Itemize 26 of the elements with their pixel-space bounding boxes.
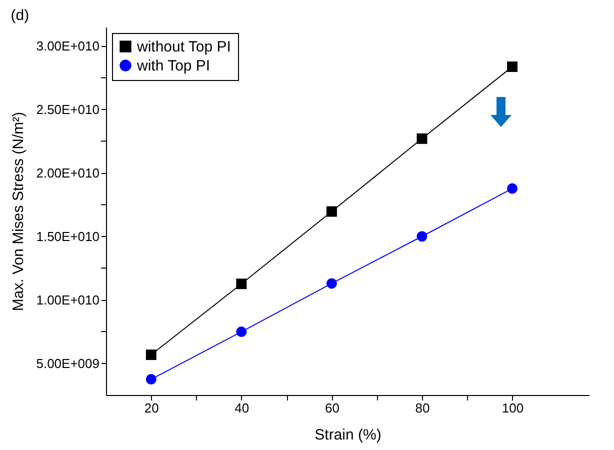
- point: [326, 278, 337, 289]
- y-tick-label: 1.00E+010: [36, 292, 100, 308]
- y-tick-label: 5.00E+009: [36, 356, 100, 371]
- point: [326, 206, 337, 217]
- x-tick-label: 80: [415, 400, 430, 416]
- y-tick-label: 3.00E+010: [36, 38, 100, 54]
- point: [236, 326, 247, 338]
- x-axis-title: Strain (%): [314, 426, 382, 444]
- point: [507, 61, 518, 72]
- y-axis-title: Max. Von Mises Stress (N/m²): [10, 112, 28, 312]
- chart-title: (d): [10, 7, 30, 24]
- y-tick-label: 1.50E+010: [36, 228, 100, 244]
- x-tick-label: 60: [324, 400, 340, 416]
- point: [416, 133, 428, 144]
- y-tick-label: 2.00E+010: [36, 165, 100, 180]
- legend-label: with Top PI: [136, 58, 210, 74]
- point: [507, 183, 518, 194]
- x-tick-label: 40: [234, 400, 250, 416]
- x-tick-label: 20: [144, 400, 159, 416]
- y-tick-label: 2.50E+010: [36, 102, 100, 117]
- point: [416, 231, 428, 242]
- x-tick-label: 100: [502, 400, 524, 416]
- point: [146, 350, 156, 360]
- point: [236, 278, 247, 290]
- legend-label: without Top PI: [136, 38, 231, 56]
- point: [146, 374, 156, 384]
